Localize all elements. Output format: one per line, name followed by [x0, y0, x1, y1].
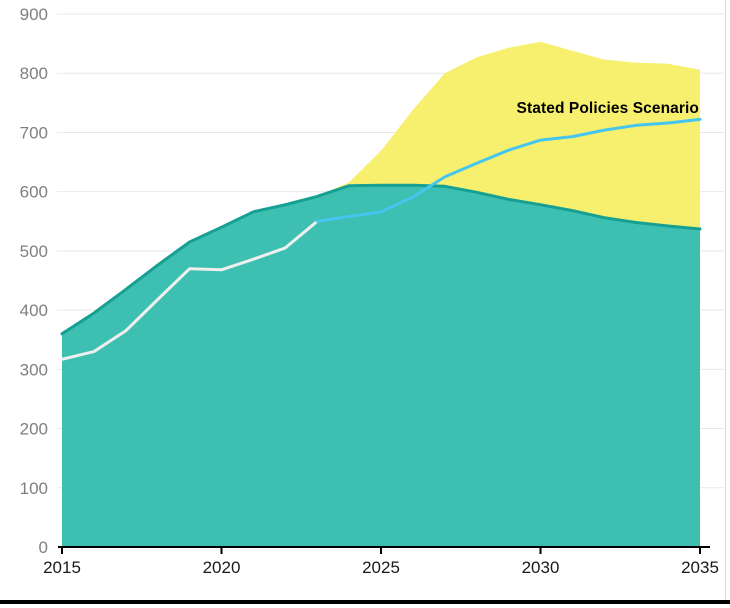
y-axis-tick-label: 200 — [20, 420, 48, 439]
x-axis-tick-label: 2025 — [362, 558, 400, 577]
x-axis-tick-mark — [61, 548, 63, 554]
window-right-border — [725, 0, 726, 600]
y-axis-tick-label: 500 — [20, 242, 48, 261]
y-axis-tick-label: 100 — [20, 479, 48, 498]
x-axis-tick-mark — [220, 548, 223, 554]
x-axis-tick-mark — [380, 548, 382, 554]
x-axis-tick-label: 2035 — [681, 558, 719, 577]
window-bottom-border — [0, 600, 730, 604]
y-axis-tick-label: 900 — [20, 5, 48, 24]
x-axis-tick-label: 2015 — [43, 558, 81, 577]
x-axis-tick-mark — [539, 548, 542, 554]
x-axis-tick-label: 2030 — [522, 558, 560, 577]
x-axis-tick-label: 2020 — [203, 558, 241, 577]
y-axis-tick-label: 400 — [20, 301, 48, 320]
annotation-stated-policies-scenario: Stated Policies Scenario — [516, 100, 699, 117]
x-axis-tick-mark — [699, 548, 701, 554]
stated-policies-line — [315, 117, 702, 223]
y-axis-tick-label: 600 — [20, 183, 48, 202]
y-axis-tick-label: 700 — [20, 123, 48, 142]
x-axis-line — [58, 546, 710, 548]
y-axis-tick-label: 300 — [20, 360, 48, 379]
base-demand-area — [62, 185, 700, 547]
y-axis-tick-label: 800 — [20, 64, 48, 83]
base-demand-area-edge — [60, 183, 702, 336]
y-axis-tick-label: 0 — [39, 538, 48, 557]
historical-line — [60, 219, 319, 361]
